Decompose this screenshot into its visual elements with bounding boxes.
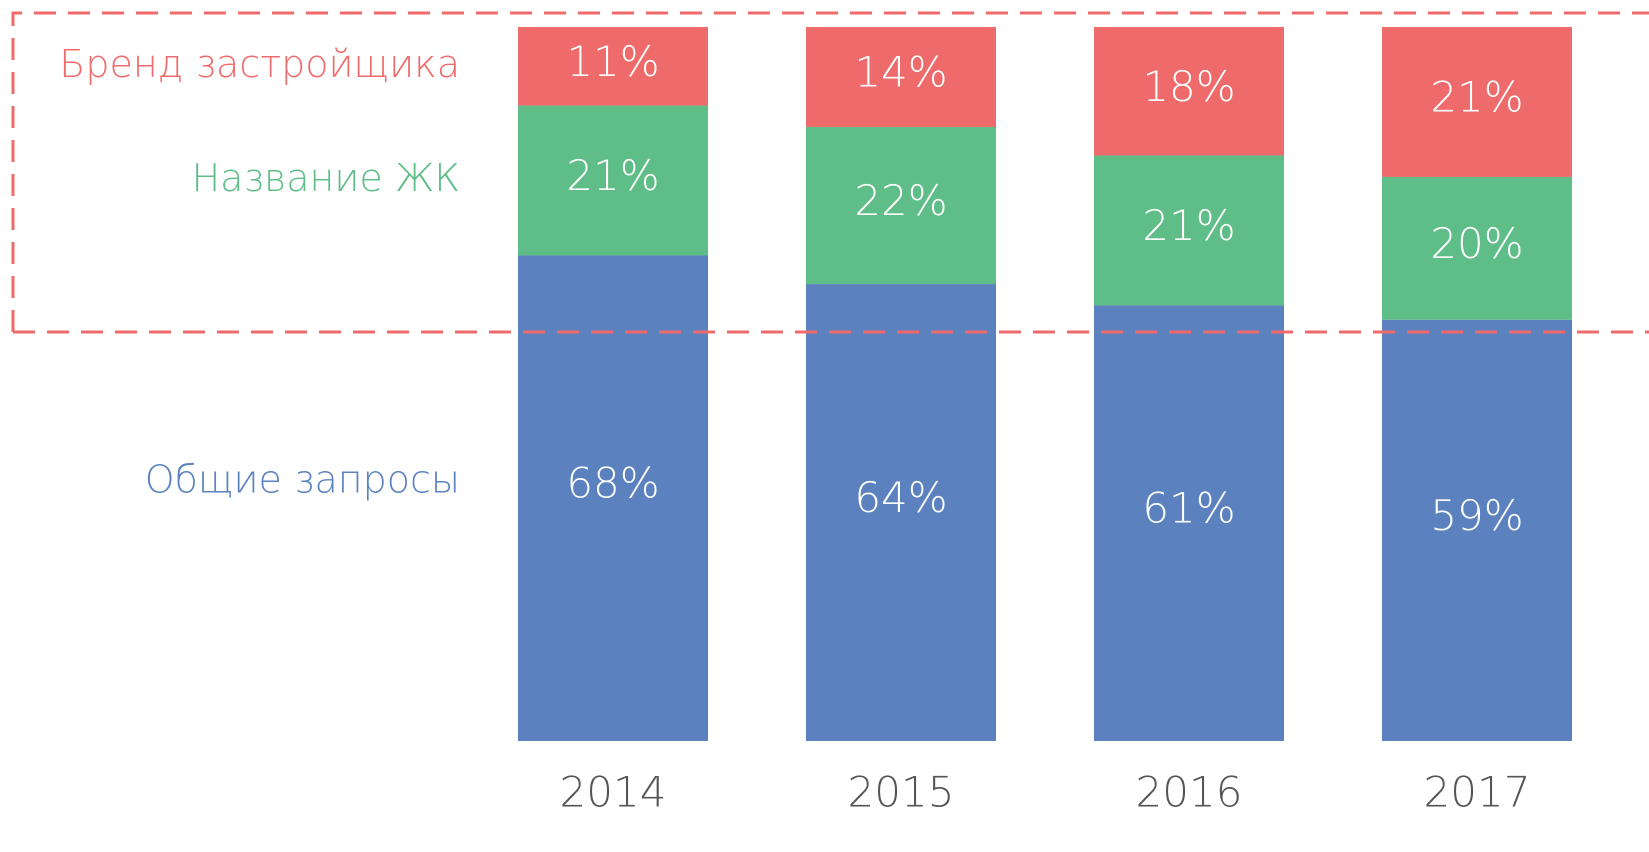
bar-segment: [1094, 305, 1284, 741]
value-label: 22%: [854, 176, 947, 225]
bar-segment: [1094, 27, 1284, 156]
bar-segment: [518, 255, 708, 742]
bar-segment: [806, 27, 996, 127]
value-label: 68%: [566, 459, 659, 508]
value-label: 18%: [1142, 62, 1235, 111]
value-label: 59%: [1430, 491, 1523, 540]
bar-segment: [806, 284, 996, 741]
x-tick-label: 2016: [1136, 768, 1243, 817]
bar-segment: [518, 27, 708, 106]
value-label: 20%: [1430, 219, 1523, 268]
bars: [518, 27, 1572, 742]
value-label: 21%: [1430, 72, 1523, 121]
legend-label: Бренд застройщика: [59, 42, 460, 86]
x-tick-label: 2017: [1424, 768, 1531, 817]
bar-segment: [1094, 155, 1284, 306]
value-label: 64%: [854, 473, 947, 522]
value-label: 11%: [566, 37, 659, 86]
value-label: 61%: [1142, 484, 1235, 533]
bar-segment: [806, 126, 996, 285]
bar-segment: [1382, 27, 1572, 177]
legend-label: Название ЖК: [192, 156, 460, 200]
value-label: 21%: [566, 151, 659, 200]
x-tick-label: 2015: [848, 768, 955, 817]
bar-segment: [1382, 176, 1572, 320]
value-label: 14%: [854, 47, 947, 96]
bar-segment: [518, 105, 708, 256]
legend-label: Общие запросы: [145, 458, 460, 502]
highlight-box: [11, 11, 1649, 334]
bar-segment: [1382, 319, 1572, 741]
x-tick-label: 2014: [560, 768, 667, 817]
value-label: 21%: [1142, 201, 1235, 250]
